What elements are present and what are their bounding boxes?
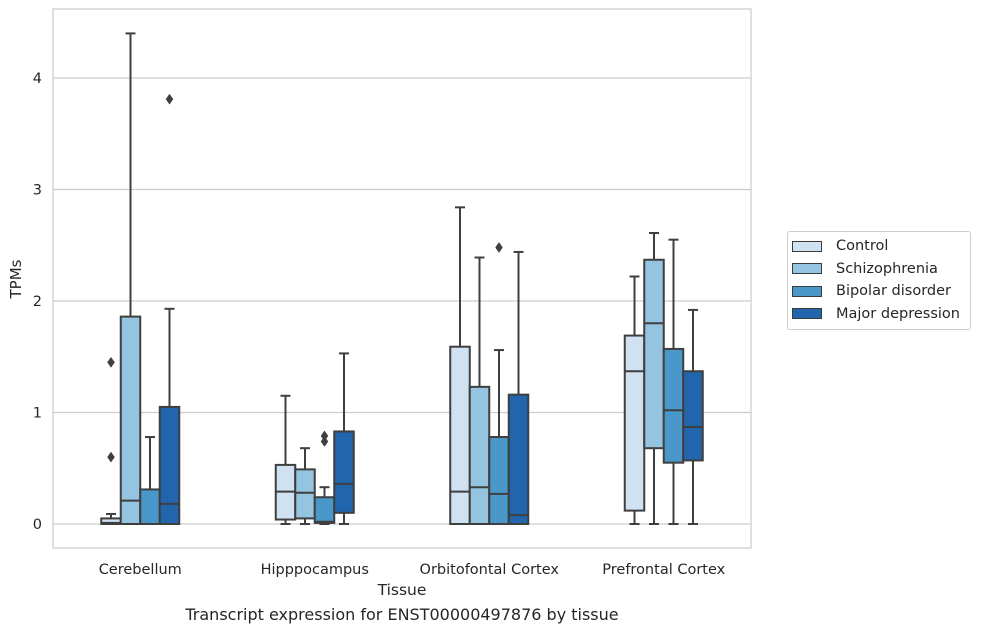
box-iqr — [333, 430, 355, 514]
outlier-point — [107, 451, 115, 463]
box-iqr — [294, 468, 316, 520]
legend-label: Schizophrenia — [836, 260, 938, 277]
box-iqr — [119, 315, 142, 525]
box-2-0 — [139, 436, 161, 525]
y-tick-label: 3 — [33, 183, 42, 199]
legend-swatch — [792, 240, 822, 252]
box-iqr — [488, 436, 510, 525]
y-tick-label: 4 — [33, 71, 42, 87]
x-axis-label: Tissue — [377, 581, 427, 599]
box-3-1 — [333, 352, 355, 525]
legend-item: Control — [788, 235, 970, 258]
x-tick-labels: Cerebellum Hipppocampus Orbitofontal Corte… — [99, 562, 726, 578]
box-iqr — [468, 385, 491, 526]
box-iqr — [623, 334, 646, 512]
box-3-3 — [682, 308, 704, 525]
x-tick-label: Orbitofontal Cortex — [420, 562, 560, 578]
box-iqr — [158, 405, 181, 525]
legend: Control Schizophrenia Bipolar disorder Majo… — [787, 231, 971, 330]
x-tick-label: Hipppocampus — [261, 562, 369, 578]
box-iqr — [449, 345, 471, 525]
y-tick-label: 0 — [33, 517, 42, 533]
y-tick-labels: 0 1 2 3 4 — [33, 71, 42, 533]
outlier-point — [107, 356, 115, 368]
legend-label: Control — [836, 238, 889, 255]
box-iqr — [313, 496, 336, 524]
y-tick-label: 1 — [33, 406, 42, 422]
legend-item: Schizophrenia — [788, 258, 970, 281]
box-1-3 — [643, 231, 665, 525]
box-1-2 — [468, 256, 491, 526]
chart-caption: Transcript expression for ENST0000049787… — [185, 605, 619, 624]
box-2-2 — [488, 242, 510, 525]
box-2-1 — [313, 430, 336, 525]
box-0-1 — [274, 394, 297, 525]
legend-label: Major depression — [836, 305, 960, 322]
box-iqr — [643, 258, 665, 450]
legend-label: Bipolar disorder — [836, 283, 951, 300]
box-iqr — [507, 393, 530, 525]
x-tick-label: Cerebellum — [99, 562, 182, 578]
legend-item: Bipolar disorder — [788, 280, 970, 303]
legend-swatch — [792, 308, 822, 320]
legend-item: Major depression — [788, 303, 970, 326]
outlier-point — [495, 242, 503, 253]
y-tick-label: 2 — [33, 294, 42, 310]
box-1-0 — [119, 32, 142, 525]
box-iqr — [662, 347, 685, 464]
box-1-1 — [294, 447, 316, 525]
box-iqr — [682, 370, 704, 462]
outlier-point — [165, 93, 174, 105]
y-axis-label: TPMs — [7, 259, 25, 299]
boxes — [100, 32, 704, 526]
outlier-point — [320, 436, 329, 447]
box-iqr — [139, 488, 161, 525]
legend-swatch — [792, 285, 822, 297]
box-0-2 — [449, 206, 471, 525]
x-tick-label: Prefrontal Cortex — [602, 562, 725, 578]
box-3-0 — [158, 93, 181, 525]
box-0-3 — [623, 275, 646, 525]
box-0-0 — [100, 356, 122, 525]
plot-frame — [52, 8, 752, 549]
legend-swatch — [792, 263, 822, 275]
box-3-2 — [507, 250, 530, 525]
box-2-3 — [662, 238, 685, 525]
